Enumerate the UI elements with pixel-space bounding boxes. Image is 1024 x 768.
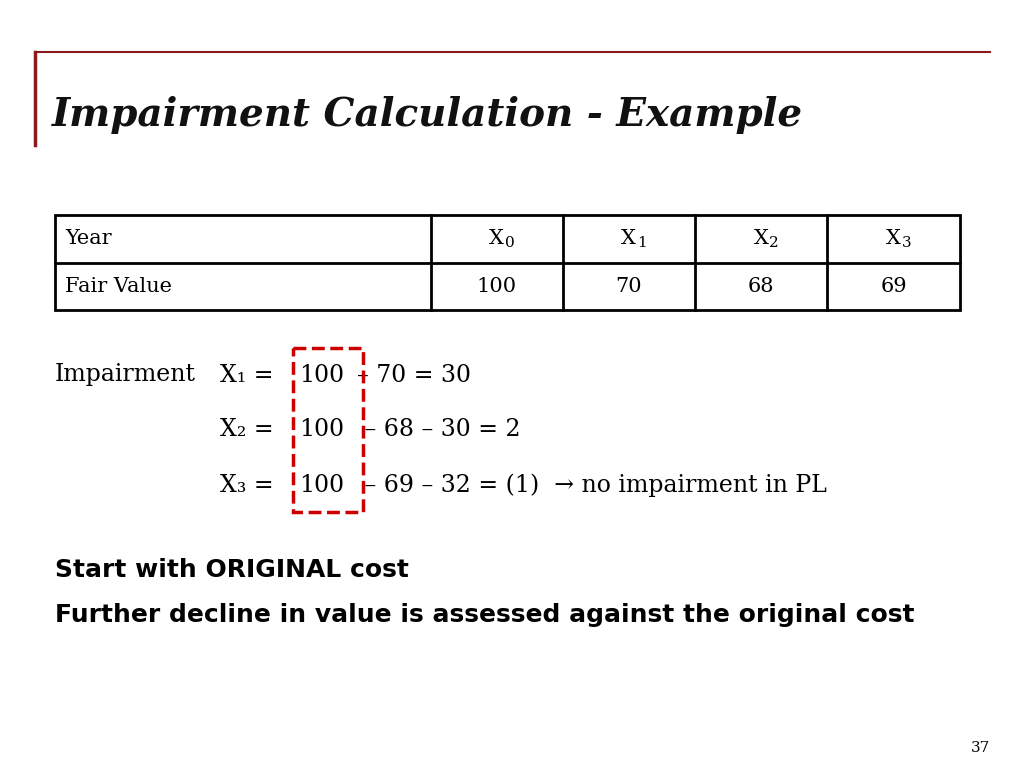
Text: X₃ =: X₃ = [220, 474, 282, 496]
Text: X₂ =: X₂ = [220, 419, 282, 442]
Text: Further decline in value is assessed against the original cost: Further decline in value is assessed aga… [55, 603, 914, 627]
Text: – 68 – 30 = 2: – 68 – 30 = 2 [357, 419, 521, 442]
Text: 0: 0 [505, 236, 514, 250]
Text: 100: 100 [476, 276, 517, 296]
Text: 100: 100 [299, 363, 344, 386]
Text: X₁ =: X₁ = [220, 363, 281, 386]
Text: 68: 68 [748, 276, 774, 296]
Text: 100: 100 [299, 474, 344, 496]
Text: Fair Value: Fair Value [65, 276, 172, 296]
Text: – 70 = 30: – 70 = 30 [357, 363, 471, 386]
Text: Start with ORIGINAL cost: Start with ORIGINAL cost [55, 558, 409, 582]
Text: 37: 37 [971, 741, 990, 755]
Text: 2: 2 [769, 236, 778, 250]
Text: Year: Year [65, 230, 112, 248]
Bar [55, 215, 961, 310]
Text: – 69 – 32 = (1)  → no impairment in PL: – 69 – 32 = (1) → no impairment in PL [357, 473, 827, 497]
Text: 1: 1 [637, 236, 646, 250]
Text: 3: 3 [901, 236, 911, 250]
Text: X: X [489, 230, 504, 248]
Text: 70: 70 [615, 276, 642, 296]
Text: X: X [622, 230, 636, 248]
Text: X: X [754, 230, 768, 248]
Bar [293, 348, 364, 512]
Text: Impairment: Impairment [55, 363, 196, 386]
Text: X: X [886, 230, 901, 248]
Text: 100: 100 [299, 419, 344, 442]
Text: Impairment Calculation - Example: Impairment Calculation - Example [52, 96, 803, 134]
Text: 69: 69 [881, 276, 907, 296]
